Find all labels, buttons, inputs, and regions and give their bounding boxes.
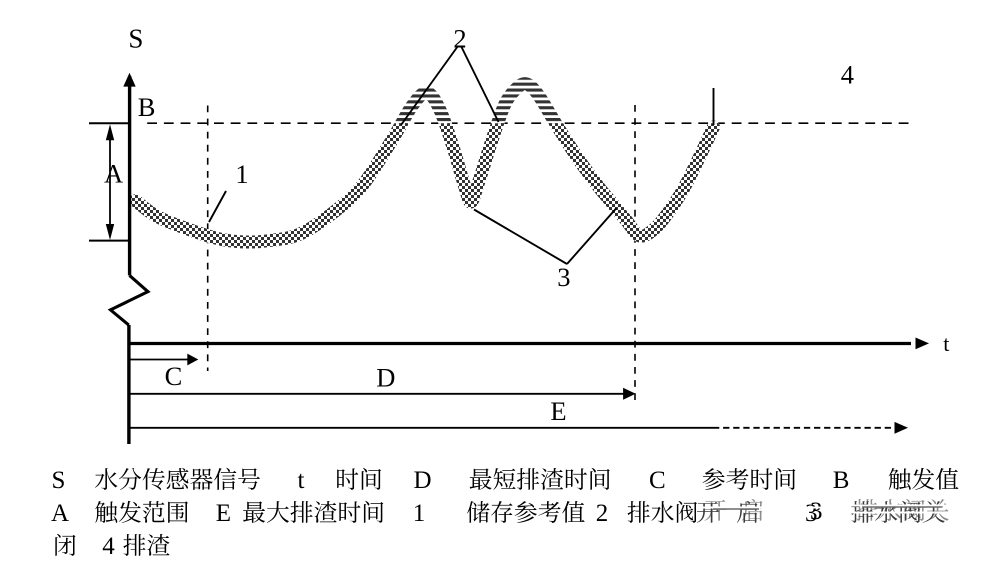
svg-text:4: 4: [841, 60, 854, 90]
svg-text:E: E: [550, 396, 566, 426]
svg-text:t: t: [298, 467, 305, 494]
svg-text:C: C: [165, 361, 183, 391]
svg-text:D: D: [376, 363, 395, 393]
svg-text:1: 1: [235, 159, 248, 189]
svg-text:S: S: [128, 24, 143, 54]
svg-text:D: D: [414, 467, 432, 494]
svg-text:2: 2: [453, 23, 466, 53]
svg-text:t: t: [943, 331, 949, 356]
svg-text:E: E: [216, 500, 231, 527]
svg-text:C: C: [649, 467, 666, 494]
svg-text:3: 3: [805, 500, 818, 527]
svg-text:S: S: [52, 467, 66, 494]
svg-text:4: 4: [102, 533, 115, 560]
svg-text:1: 1: [413, 500, 426, 527]
svg-text:B: B: [833, 467, 850, 494]
svg-text:A: A: [104, 159, 123, 189]
svg-text:A: A: [51, 500, 69, 527]
svg-text:3: 3: [557, 262, 570, 292]
svg-text:3: 3: [810, 498, 823, 525]
svg-text:B: B: [138, 92, 156, 122]
svg-text:2: 2: [596, 500, 609, 527]
